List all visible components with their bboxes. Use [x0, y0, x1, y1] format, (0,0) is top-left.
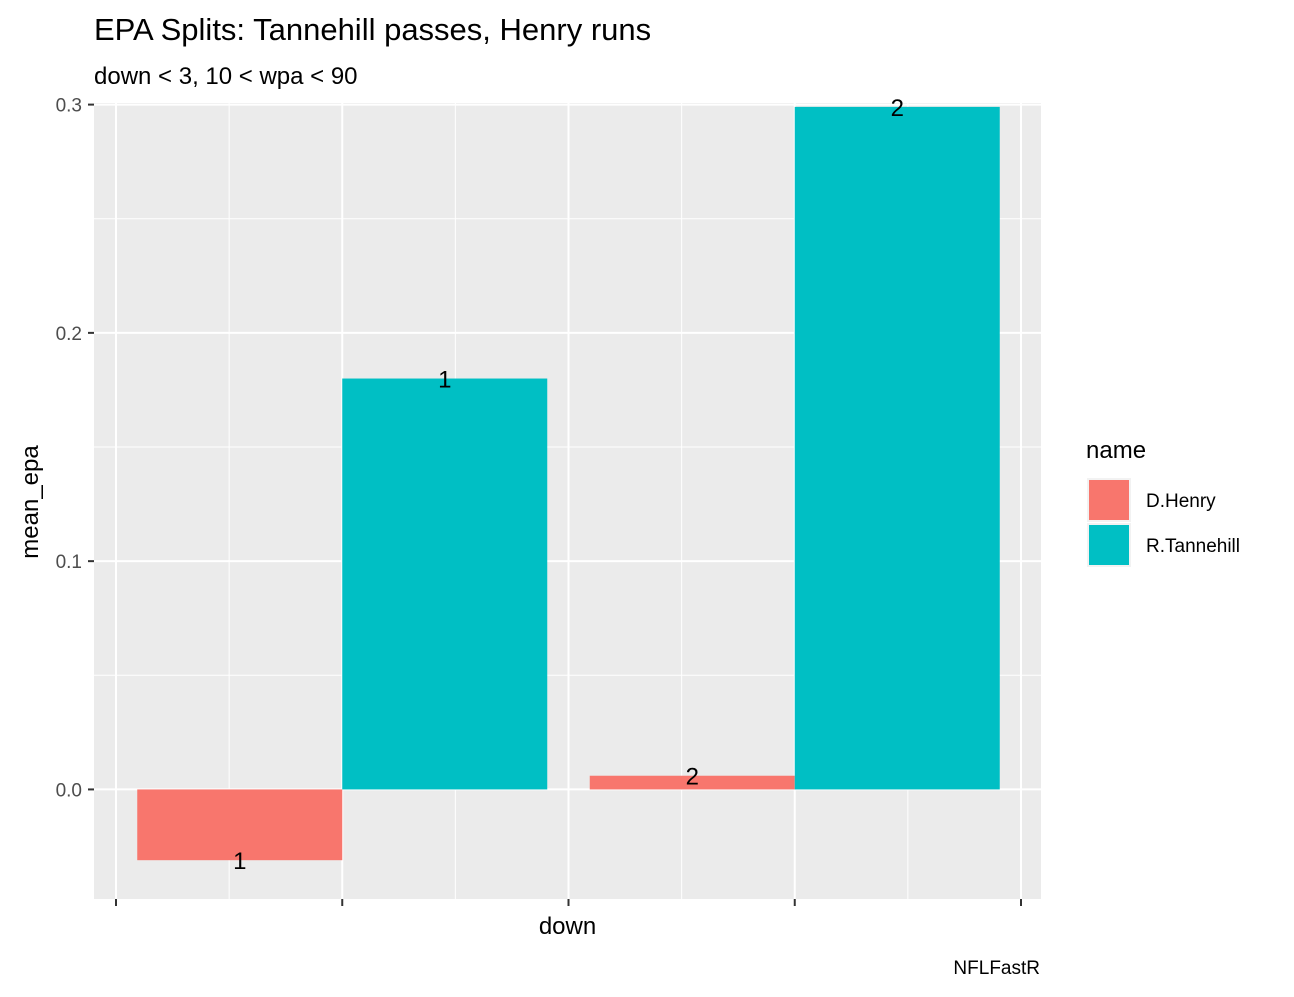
- legend-title: name: [1086, 437, 1146, 464]
- chart-title: EPA Splits: Tannehill passes, Henry runs: [94, 12, 651, 47]
- bars-layer: [137, 106, 1000, 861]
- y-axis-title: mean_epa: [17, 445, 44, 559]
- y-tick-label: 0.3: [56, 96, 82, 117]
- legend-swatch: [1089, 480, 1129, 520]
- data-labels-layer: 1 1 2 2: [233, 95, 904, 875]
- x-axis-title: down: [539, 913, 596, 940]
- legend-item-label: D.Henry: [1146, 491, 1216, 512]
- y-axis: 0.0 0.1 0.2 0.3: [56, 96, 94, 801]
- bar-r-tannehill-2: [794, 106, 1000, 790]
- data-label: 2: [891, 95, 904, 122]
- y-tick-label: 0.2: [56, 324, 82, 345]
- data-label: 1: [438, 367, 451, 394]
- chart-subtitle: down < 3, 10 < wpa < 90: [94, 63, 358, 90]
- legend-item-label: R.Tannehill: [1146, 536, 1240, 557]
- legend-swatch: [1089, 525, 1129, 565]
- y-tick-label: 0.0: [56, 780, 82, 801]
- bar-d-henry-2: [589, 775, 795, 790]
- chart-caption: NFLFastR: [953, 958, 1040, 979]
- data-label: 1: [233, 848, 246, 875]
- legend: name D.Henry R.Tannehill: [1086, 437, 1240, 567]
- y-tick-label: 0.1: [56, 552, 82, 573]
- bar-d-henry-1: [137, 789, 343, 861]
- x-axis: [115, 899, 1022, 906]
- data-label: 2: [686, 764, 699, 791]
- bar-r-tannehill-1: [342, 378, 548, 790]
